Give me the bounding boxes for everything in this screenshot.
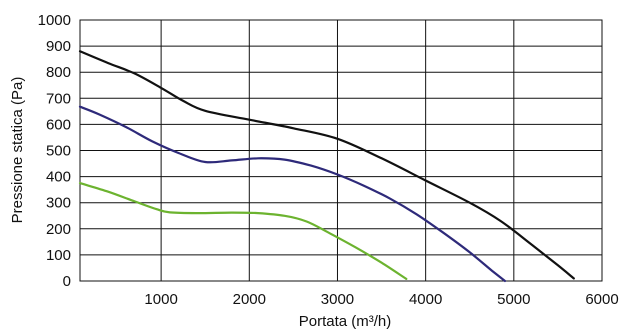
x-tick-label-2000: 2000 <box>233 291 266 308</box>
x-tick-labels: 1000 2000 3000 4000 5000 6000 <box>144 291 618 308</box>
y-tick-label-400: 400 <box>46 169 71 186</box>
y-tick-label-0: 0 <box>63 273 71 290</box>
series-line-2 <box>78 105 507 283</box>
y-tick-label-600: 600 <box>46 116 71 133</box>
x-tick-label-6000: 6000 <box>585 291 618 308</box>
y-tick-label-100: 100 <box>46 247 71 264</box>
y-tick-labels: 0 100 200 300 400 500 600 700 800 900 1000 <box>38 12 71 290</box>
y-tick-label-300: 300 <box>46 195 71 212</box>
series-line-1 <box>78 50 575 280</box>
y-tick-label-500: 500 <box>46 143 71 160</box>
y-tick-label-1000: 1000 <box>38 12 71 29</box>
y-tick-label-700: 700 <box>46 90 71 107</box>
x-tick-label-5000: 5000 <box>497 291 530 308</box>
series-line-3 <box>78 182 408 280</box>
x-tick-label-4000: 4000 <box>409 291 442 308</box>
x-tick-label-3000: 3000 <box>321 291 354 308</box>
series-lines <box>78 50 575 283</box>
grid <box>79 19 603 282</box>
y-tick-label-900: 900 <box>46 38 71 55</box>
y-tick-label-200: 200 <box>46 221 71 238</box>
x-tick-label-1000: 1000 <box>144 291 177 308</box>
plot-frame <box>79 19 603 282</box>
y-axis-label: Pressione statica (Pa) <box>9 77 26 224</box>
x-axis-label: Portata (m³/h) <box>299 313 392 330</box>
y-tick-label-800: 800 <box>46 64 71 81</box>
